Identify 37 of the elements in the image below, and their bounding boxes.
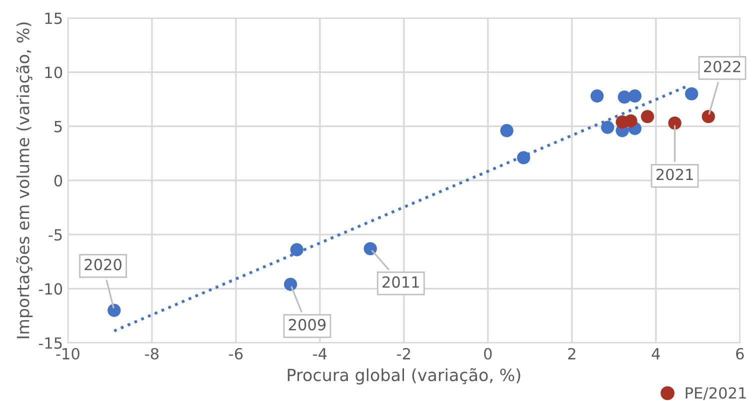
point	[601, 120, 614, 134]
point	[624, 114, 638, 128]
point	[702, 110, 715, 124]
x-tick-label: -6	[229, 348, 243, 360]
x-tick-label: 6	[736, 348, 744, 360]
point	[628, 89, 642, 103]
point	[640, 110, 654, 124]
point	[108, 304, 121, 317]
point	[590, 89, 604, 103]
y-tick-label: 0	[54, 174, 62, 186]
x-axis-title: Procura global (variação, %)	[288, 368, 520, 384]
point	[290, 243, 304, 256]
y-tick-label: -15	[38, 338, 62, 349]
point	[364, 242, 377, 256]
x-tick-label: -2	[397, 348, 410, 360]
point	[284, 278, 298, 291]
point	[500, 124, 514, 138]
point	[517, 151, 530, 164]
y-tick-label: -5	[48, 229, 62, 241]
y-tick-label: 5	[54, 120, 62, 132]
y-tick-label: 10	[45, 66, 62, 78]
point	[685, 87, 698, 100]
annotation: 2021	[656, 168, 693, 180]
x-tick-label: -8	[145, 348, 159, 360]
y-axis-title: Importações em volume (variação, %)	[16, 22, 33, 338]
x-tick-label: 0	[484, 348, 492, 360]
point	[668, 116, 682, 130]
y-tick-label: 15	[45, 12, 62, 24]
x-tick-label: 4	[652, 348, 660, 360]
annotation: 2011	[382, 276, 419, 288]
x-tick-label: -4	[313, 348, 327, 360]
y-tick-label: -10	[38, 283, 62, 295]
annotation: 2020	[84, 258, 122, 270]
annotation: 2009	[288, 318, 326, 330]
annotation: 2022	[704, 60, 740, 72]
legend-label: PE/2021	[686, 387, 746, 400]
x-tick-label: 2	[568, 348, 576, 360]
